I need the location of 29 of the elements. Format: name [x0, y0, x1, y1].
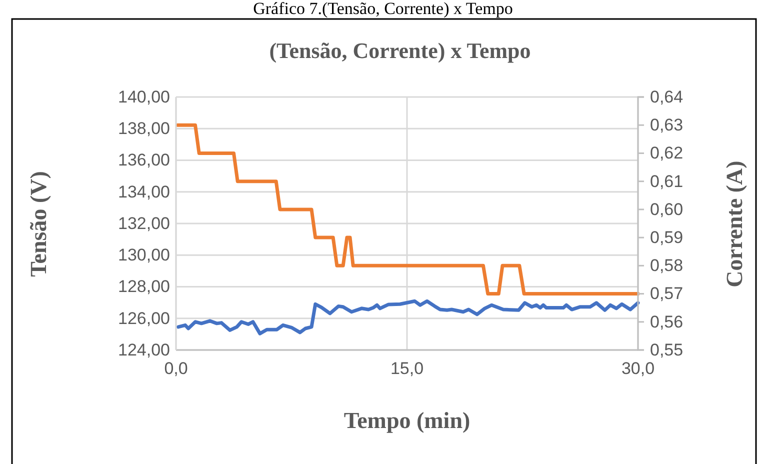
y2-tick-label: 0,57	[650, 284, 684, 304]
line-series	[176, 299, 640, 336]
y2-tick-label: 0,64	[650, 87, 684, 106]
y2-tick-label: 0,59	[650, 228, 684, 247]
x-tick-label: 15,0	[390, 359, 424, 378]
y-tick-label: 140,00	[118, 87, 170, 106]
y2-axis-title: Corrente (A)	[722, 160, 747, 288]
y2-tick-label: 0,56	[650, 312, 684, 332]
y-tick-label: 124,00	[118, 340, 170, 360]
line-series	[176, 123, 640, 296]
y2-tick-label: 0,60	[650, 200, 684, 219]
y2-tick-label: 0,63	[650, 116, 684, 135]
y-tick-label: 138,00	[118, 119, 170, 138]
y-tick-label: 134,00	[118, 182, 170, 202]
y2-tick-label: 0,58	[650, 256, 684, 276]
text: Gráfico 7.(Tensão, Corrente) x Tempo	[253, 0, 513, 18]
x-axis-title: Tempo (min)	[344, 408, 470, 433]
y2-tick-label: 0,61	[650, 172, 684, 191]
y-tick-label: 132,00	[118, 214, 170, 233]
y-axis-title: Tensão (V)	[26, 171, 51, 277]
x-tick-label: 30,0	[621, 359, 655, 378]
x-tick-label: 0,0	[164, 359, 188, 378]
y-tick-label: 128,00	[118, 277, 170, 296]
y2-tick-label: 0,62	[650, 144, 684, 163]
y2-tick-label: 0,55	[650, 340, 684, 360]
y-tick-label: 130,00	[118, 246, 170, 265]
y-tick-label: 136,00	[118, 150, 170, 170]
chart-title: (Tensão, Corrente) x Tempo	[269, 38, 531, 63]
y-tick-label: 126,00	[118, 308, 170, 328]
